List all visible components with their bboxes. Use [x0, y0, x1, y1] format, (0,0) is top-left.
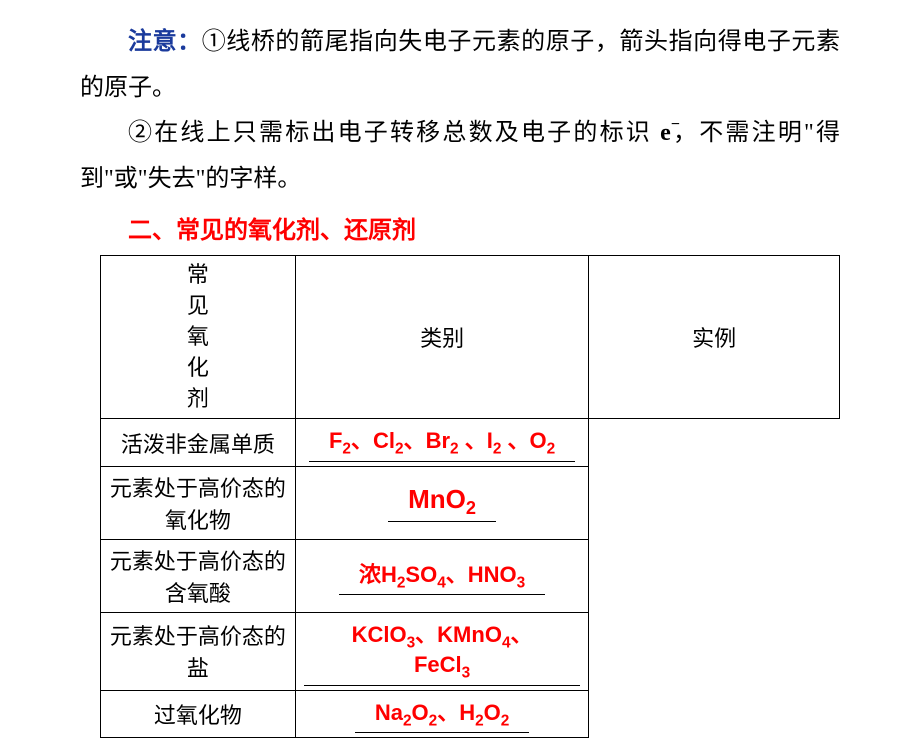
table-row: 活泼非金属单质 F2、Cl2、Br2 、I2 、O2	[101, 419, 840, 466]
example-cell: KClO3、KMnO4、FeCl3	[295, 612, 589, 690]
section-heading: 二、常见的氧化剂、还原剂	[80, 210, 840, 245]
example-cell: Na2O2、H2O2	[295, 690, 589, 737]
example-cell: F2、Cl2、Br2 、I2 、O2	[295, 419, 589, 466]
table-row: 过氧化物 Na2O2、H2O2	[101, 690, 840, 737]
paragraph-2: ②在线上只需标出电子转移总数及电子的标识 e−，不需注明"得到"或"失去"的字样…	[80, 111, 840, 202]
category-cell: 过氧化物	[101, 690, 296, 737]
para2-before: ②在线上只需标出电子转移总数及电子的标识	[128, 120, 660, 146]
example-cell: MnO2	[295, 466, 589, 539]
paragraph-1: 注意：①线桥的箭尾指向失电子元素的原子，箭头指向得电子元素的原子。	[80, 20, 840, 111]
example-value: Na2O2、H2O2	[355, 695, 530, 733]
category-cell: 活泼非金属单质	[101, 419, 296, 466]
category-cell: 元素处于高价态的盐	[101, 612, 296, 690]
example-value: 浓H2SO4、HNO3	[339, 557, 545, 595]
example-cell: 浓H2SO4、HNO3	[295, 539, 589, 612]
category-cell: 元素处于高价态的含氧酸	[101, 539, 296, 612]
notice-prefix: 注意：	[128, 29, 202, 55]
table-row: 元素处于高价态的氧化物 MnO2	[101, 466, 840, 539]
col-header-category: 类别	[295, 256, 589, 419]
example-value: F2、Cl2、Br2 、I2 、O2	[309, 423, 575, 461]
example-value: MnO2	[388, 484, 496, 522]
table-row: 元素处于高价态的盐KClO3、KMnO4、FeCl3	[101, 612, 840, 690]
electron-symbol: e−	[660, 120, 671, 146]
example-value: KClO3、KMnO4、FeCl3	[304, 617, 581, 686]
col-header-example: 实例	[589, 256, 840, 419]
table-row: 元素处于高价态的含氧酸 浓H2SO4、HNO3	[101, 539, 840, 612]
row-group-header: 常见氧化剂	[101, 256, 296, 419]
table-header-row: 常见氧化剂 类别 实例	[101, 256, 840, 419]
category-cell: 元素处于高价态的氧化物	[101, 466, 296, 539]
oxidizer-table: 常见氧化剂 类别 实例 活泼非金属单质 F2、Cl2、Br2 、I2 、O2 元素处…	[100, 255, 840, 738]
